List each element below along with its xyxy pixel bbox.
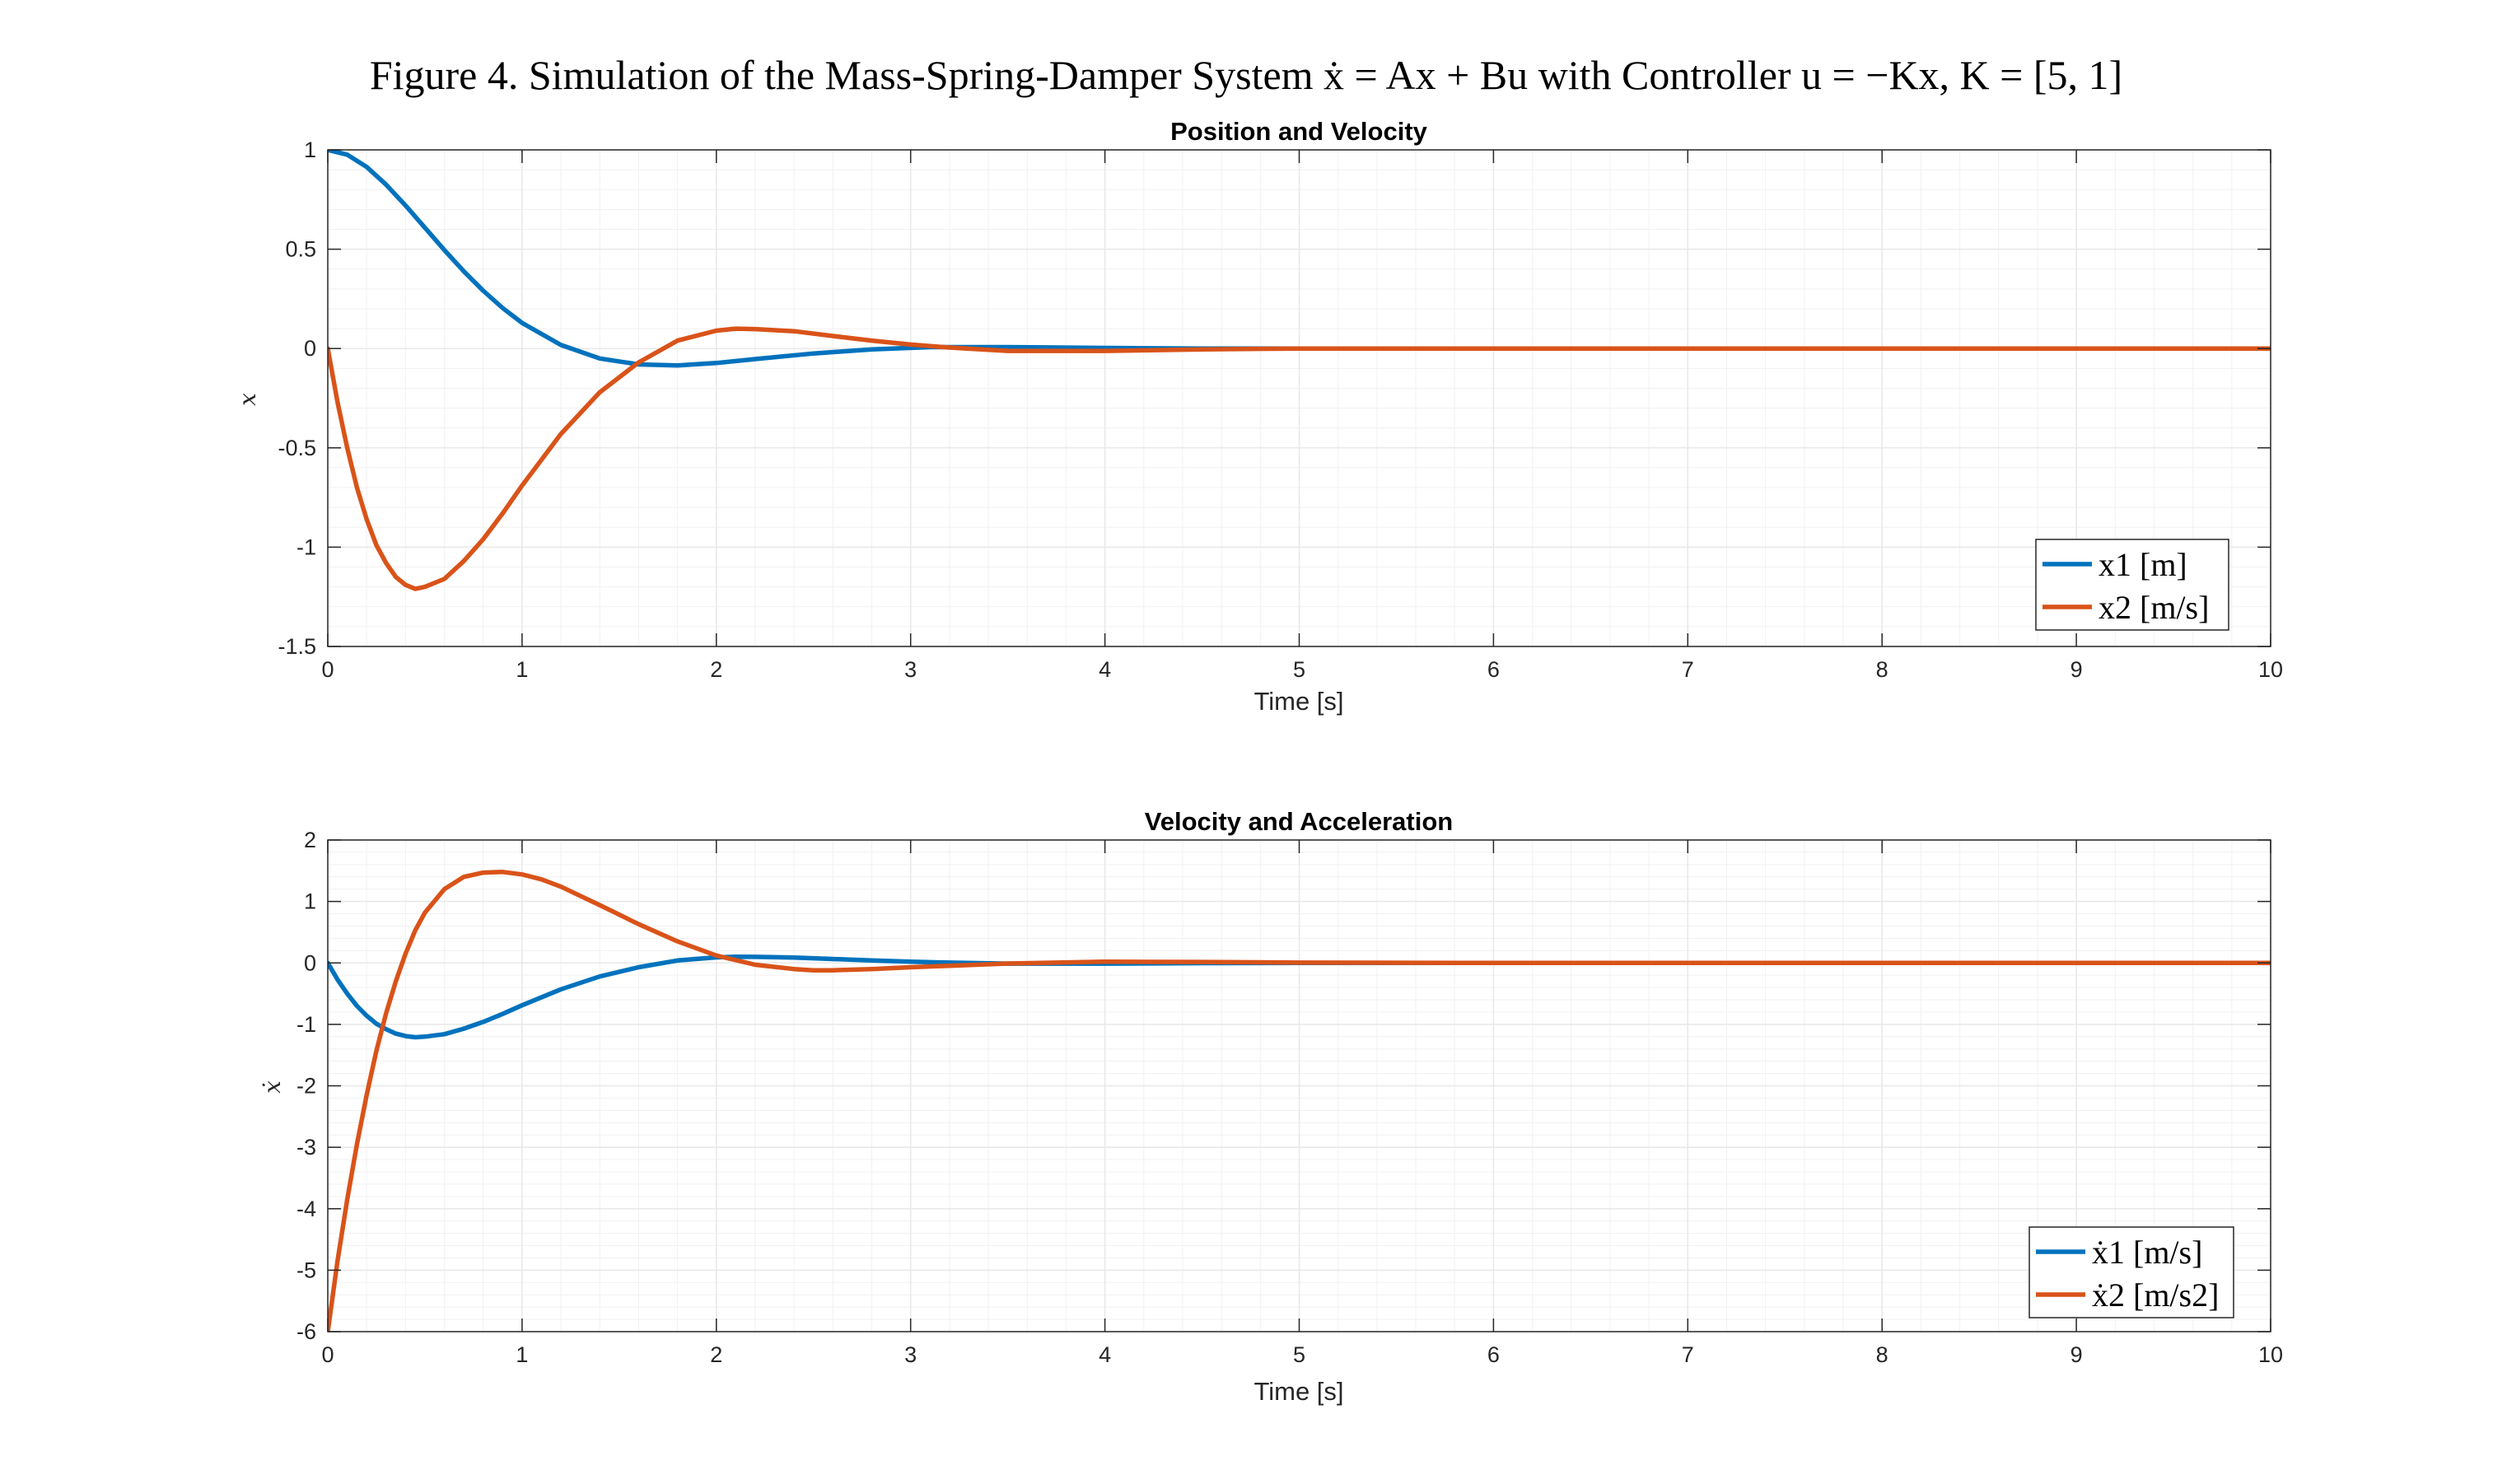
legend-label-2: x2 [m/s] bbox=[2099, 589, 2209, 626]
figure-title: Figure 4. Simulation of the Mass-Spring-… bbox=[370, 52, 2122, 98]
plot-title: Position and Velocity bbox=[1170, 117, 1428, 146]
y-tick-label: -6 bbox=[296, 1319, 316, 1344]
legend-box bbox=[2028, 1226, 2234, 1318]
y-tick-label: -1 bbox=[296, 534, 316, 559]
x-axis-label: Time [s] bbox=[1254, 1377, 1343, 1406]
x-tick-label: 10 bbox=[2258, 657, 2283, 682]
x-tick-label: 10 bbox=[2258, 1342, 2283, 1367]
x-tick-label: 9 bbox=[2070, 1342, 2083, 1367]
x-tick-label: 2 bbox=[710, 657, 722, 682]
x-axis-label: Time [s] bbox=[1254, 687, 1343, 716]
y-axis-label: x bbox=[234, 393, 261, 406]
y-tick-label: 2 bbox=[304, 828, 316, 852]
subplot-position-velocity: Position and Velocity Time [s] x 0 1 2 3 4 5 6… bbox=[234, 117, 2283, 716]
x-tick-label: 4 bbox=[1099, 1342, 1111, 1367]
x-tick-label: 6 bbox=[1487, 1342, 1500, 1367]
y-tick-label: 0 bbox=[304, 950, 316, 975]
x-tick-label: 7 bbox=[1682, 1342, 1694, 1367]
x-tick-label: 3 bbox=[904, 1342, 917, 1367]
y-tick-label: 1 bbox=[304, 889, 316, 914]
y-tick-label: 0 bbox=[304, 336, 316, 361]
y-tick-label: -3 bbox=[296, 1135, 316, 1160]
legend: ẋ1 [m/s] ẋ2 [m/s2] bbox=[2028, 1226, 2234, 1318]
y-tick-label: 1 bbox=[304, 138, 316, 162]
x-tick-label: 2 bbox=[710, 1342, 722, 1367]
legend-label-1: ẋ1 [m/s] bbox=[2092, 1234, 2202, 1271]
legend-label-1: x1 [m] bbox=[2099, 546, 2187, 583]
x-tick-label: 8 bbox=[1876, 657, 1888, 682]
x-tick-label: 0 bbox=[321, 1342, 334, 1367]
y-tick-label: -2 bbox=[296, 1074, 316, 1099]
legend-label-2: ẋ2 [m/s2] bbox=[2092, 1276, 2219, 1314]
y-tick-label: -4 bbox=[296, 1197, 316, 1221]
x-tick-label: 9 bbox=[2070, 657, 2083, 682]
x-tick-label: 8 bbox=[1876, 1342, 1888, 1367]
legend: x1 [m] x2 [m/s] bbox=[2035, 539, 2229, 631]
series-line-2 bbox=[328, 326, 2271, 591]
x-tick-label: 1 bbox=[516, 1342, 528, 1367]
y-tick-label: -0.5 bbox=[278, 436, 316, 460]
y-axis-label: ẋ bbox=[259, 1080, 286, 1094]
x-tick-label: 4 bbox=[1099, 657, 1111, 682]
plot-title: Velocity and Acceleration bbox=[1145, 807, 1453, 836]
grid bbox=[327, 149, 2271, 647]
y-tick-label: -1.5 bbox=[278, 634, 316, 659]
series-line-2 bbox=[328, 870, 2271, 1332]
y-tick-label: -1 bbox=[296, 1012, 316, 1037]
y-tick-label: 0.5 bbox=[285, 237, 316, 262]
y-tick-label: -5 bbox=[296, 1258, 316, 1282]
x-tick-label: 5 bbox=[1293, 657, 1305, 682]
x-tick-label: 1 bbox=[516, 657, 528, 682]
x-tick-label: 6 bbox=[1487, 657, 1500, 682]
x-tick-label: 0 bbox=[321, 657, 334, 682]
x-tick-label: 5 bbox=[1293, 1342, 1305, 1367]
x-tick-label: 3 bbox=[904, 657, 917, 682]
legend-box bbox=[2035, 539, 2229, 631]
subplot-velocity-acceleration: Velocity and Acceleration Time [s] ẋ 0 1 2… bbox=[259, 807, 2283, 1406]
x-tick-label: 7 bbox=[1682, 657, 1694, 682]
